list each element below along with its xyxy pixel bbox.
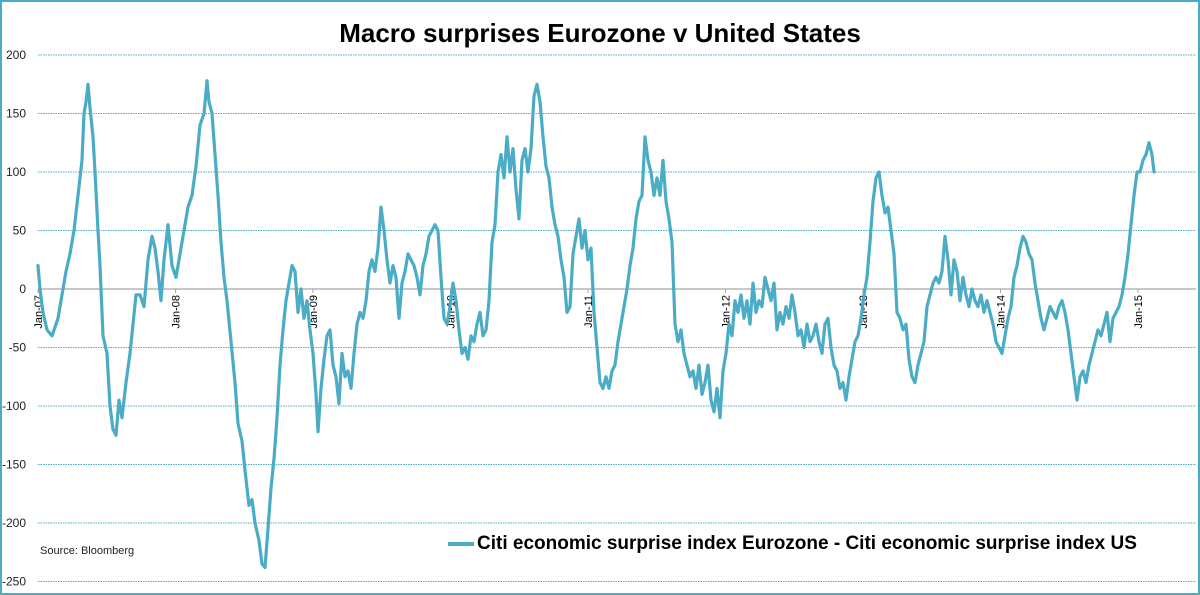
legend-label: Citi economic surprise index Eurozone - … [477,533,1137,554]
y-tick-label: -250 [2,575,26,589]
legend: Citi economic surprise index Eurozone - … [448,533,1137,555]
x-tick-label: Jan-12 [721,295,733,329]
x-tick-label: Jan-08 [171,295,183,329]
chart-title: Macro surprises Eurozone v United States [339,18,861,48]
x-tick-label: Jan-09 [308,295,320,329]
y-axis-ticks: 200 150 100 50 0 -50 -100 -150 -200 -250 [2,48,26,589]
y-tick-label: 0 [19,282,26,296]
source-note: Source: Bloomberg [40,545,135,557]
y-tick-label: -100 [2,399,26,413]
x-axis-ticks: Jan-07 Jan-08 Jan-09 Jan-10 Jan-11 Jan-12 Jan-… [33,289,1145,329]
y-tick-label: -150 [2,458,26,472]
y-tick-label: 100 [6,165,26,179]
y-tick-label: 150 [6,107,26,121]
series-line [36,79,1156,570]
y-tick-label: 50 [13,224,27,238]
gridlines [38,54,1196,582]
x-tick-label: Jan-14 [996,295,1008,329]
x-tick-label: Jan-15 [1133,295,1145,329]
y-tick-label: -200 [2,516,26,530]
legend-swatch [448,542,474,546]
y-tick-label: -50 [9,341,27,355]
series-layer [36,79,1156,570]
y-tick-label: 200 [6,48,26,62]
